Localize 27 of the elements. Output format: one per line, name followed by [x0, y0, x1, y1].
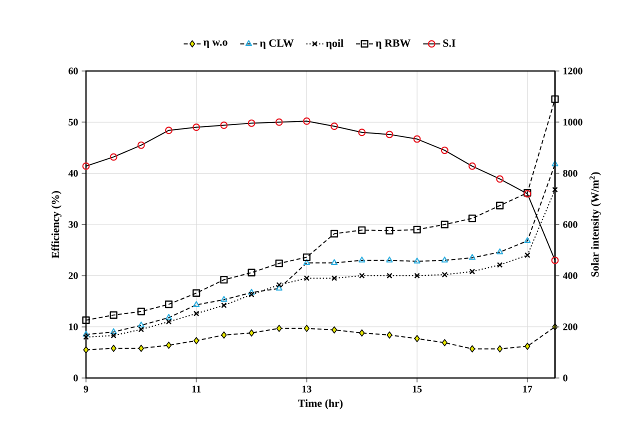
x-tick-label: 17: [523, 386, 532, 392]
legend-label: η RBW: [376, 40, 411, 50]
x-tick-label: 13: [302, 386, 312, 392]
legend-label: ηoil: [326, 39, 344, 50]
y-tick-label: 40: [68, 170, 78, 177]
y-tick-label: 0: [74, 374, 78, 382]
legend-label: η CLW: [260, 39, 294, 50]
x-tick-label: 11: [192, 386, 201, 392]
x-tick-label: 15: [412, 386, 422, 392]
y-tick-label: 20: [68, 272, 78, 280]
y-tick-label: 10: [69, 323, 78, 330]
y-axis-title: Efficiency (%): [51, 191, 62, 258]
y-tick-label: 50: [68, 118, 78, 126]
y2-tick-label: 600: [563, 221, 578, 228]
y2-tick-label: 1000: [564, 118, 582, 126]
x-axis-title: Time (hr): [298, 399, 343, 410]
y2-tick-label: 1200: [564, 68, 582, 74]
x-tick-label: 9: [84, 386, 88, 392]
y2-tick-label: 400: [562, 272, 578, 280]
legend-label: η w.o: [203, 40, 228, 48]
y-tick-label: 30: [68, 221, 78, 228]
y2-tick-label: 800: [563, 170, 578, 177]
y-tick-label: 60: [68, 68, 78, 74]
y2-tick-label: 200: [563, 323, 578, 330]
legend-label: S.I: [443, 39, 456, 47]
y2-tick-label: 0: [563, 374, 568, 382]
y2-axis-title: Solar intensity (W/m$^{2}$): [590, 172, 601, 277]
